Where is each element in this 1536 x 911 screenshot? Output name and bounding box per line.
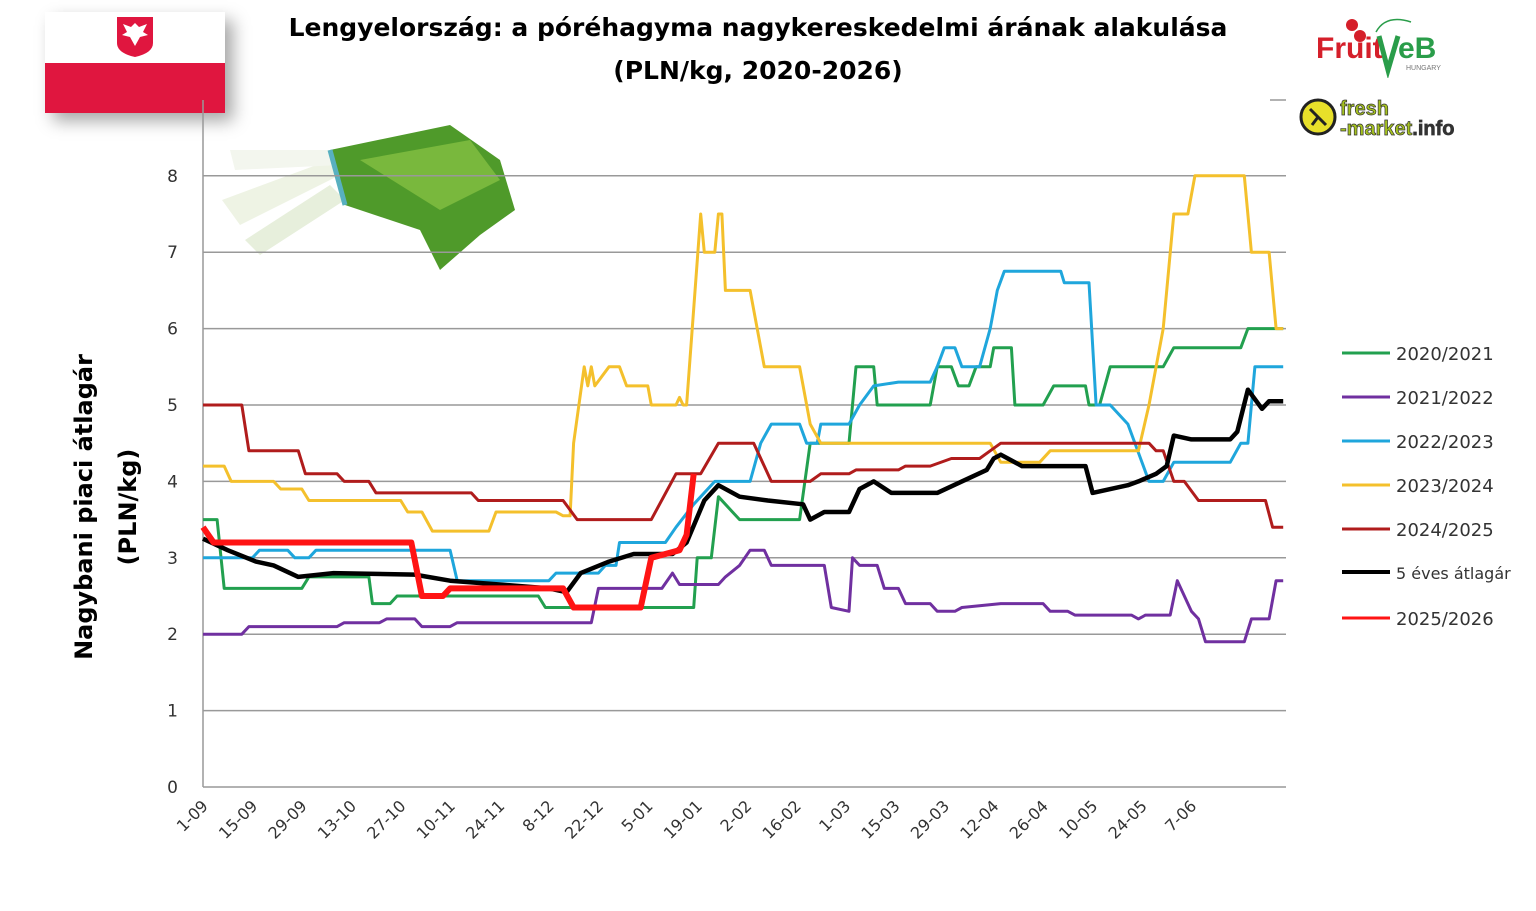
svg-text:HUNGARY: HUNGARY <box>1406 65 1441 72</box>
title-line-1: Lengyelország: a póréhagyma nagykeresked… <box>288 13 1228 42</box>
series-line-2025-2026 <box>200 473 697 611</box>
y-tick-label: 0 <box>167 778 178 798</box>
x-tick-label: 10-05 <box>1055 796 1101 842</box>
y-tick-label: 8 <box>167 167 178 187</box>
x-tick-label: 29-03 <box>907 796 953 842</box>
svg-text:-market.info: -market.info <box>1340 118 1454 140</box>
x-tick-label: 16-02 <box>759 796 805 842</box>
legend-label: 2021/2022 <box>1396 388 1494 409</box>
chart-title: Lengyelország: a póréhagyma nagykeresked… <box>258 6 1258 92</box>
freshmarket-logo: fresh -market.info <box>1299 98 1455 140</box>
y-tick-label: 7 <box>167 243 178 263</box>
fruitveb-logo: Fruit eB HUNGARY <box>1316 18 1441 78</box>
x-tick-label: 19-01 <box>660 796 706 842</box>
x-tick-label: 1-03 <box>815 796 854 835</box>
legend-label: 2023/2024 <box>1396 476 1494 497</box>
x-tick-label: 2-02 <box>716 796 755 835</box>
x-tick-label: 26-04 <box>1006 796 1052 842</box>
x-tick-label: 12-04 <box>956 796 1002 842</box>
legend-label: 5 éves átlagár <box>1396 564 1511 583</box>
x-tick-label: 8-12 <box>519 796 558 835</box>
y-tick-label: 1 <box>167 702 178 722</box>
legend-label: 2022/2023 <box>1396 432 1494 453</box>
svg-text:Fruit: Fruit <box>1316 32 1383 65</box>
leek-image <box>222 125 515 270</box>
legend-label: 2024/2025 <box>1396 520 1494 541</box>
series-line-2024-2025 <box>203 403 1284 529</box>
x-tick-label: 5-01 <box>617 796 656 835</box>
x-tick-label: 10-11 <box>413 796 459 842</box>
series-line-2022-2023 <box>203 269 1284 583</box>
x-tick-label: 24-05 <box>1104 796 1150 842</box>
y-tick-label: 5 <box>167 396 178 416</box>
x-tick-label: 7-06 <box>1161 796 1200 835</box>
x-tick-label: 24-11 <box>462 796 508 842</box>
legend-label: 2025/2026 <box>1396 609 1494 630</box>
y-tick-label: 2 <box>167 625 178 645</box>
y-axis-label-line-2: (PLN/kg) <box>114 449 142 566</box>
series-line-2021-2022 <box>203 548 1284 644</box>
title-line-2: (PLN/kg, 2020-2026) <box>613 56 903 85</box>
svg-text:eB: eB <box>1398 32 1436 65</box>
poland-flag <box>45 12 225 113</box>
x-tick-label: 15-09 <box>215 796 261 842</box>
x-tick-label: 13-10 <box>314 796 360 842</box>
y-tick-label: 4 <box>167 472 178 492</box>
eagle-emblem-icon <box>117 17 153 57</box>
series-line-2020-2021 <box>203 327 1284 609</box>
x-tick-label: 1-09 <box>173 796 212 835</box>
x-tick-label: 15-03 <box>857 796 903 842</box>
legend-label: 2020/2021 <box>1396 344 1494 365</box>
y-axis-label-line-1: Nagybani piaci átlagár <box>70 354 98 660</box>
x-tick-label: 22-12 <box>561 796 607 842</box>
x-tick-label: 27-10 <box>363 796 409 842</box>
y-tick-label: 6 <box>167 320 178 340</box>
series-line-5-ves-tlag-r <box>202 387 1284 595</box>
svg-text:fresh: fresh <box>1340 98 1389 120</box>
series-line-2023-2024 <box>203 174 1284 533</box>
x-tick-label: 29-09 <box>264 796 310 842</box>
y-tick-label: 3 <box>167 549 178 569</box>
